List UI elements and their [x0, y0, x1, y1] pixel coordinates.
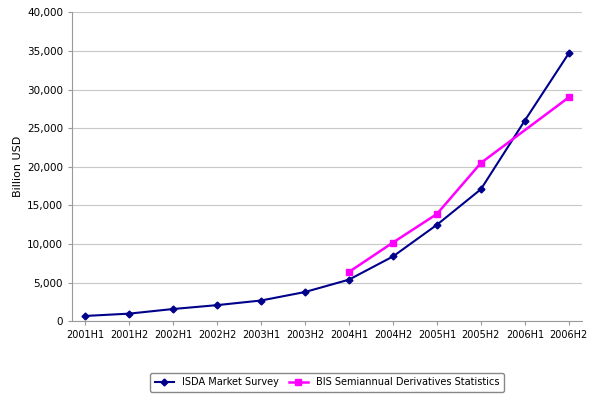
ISDA Market Survey	[301, 290, 308, 295]
ISDA Market Survey	[346, 277, 353, 282]
ISDA Market Survey	[214, 303, 221, 308]
ISDA Market Survey	[125, 311, 133, 316]
Line: BIS Semiannual Derivatives Statistics: BIS Semiannual Derivatives Statistics	[346, 94, 572, 275]
ISDA Market Survey	[521, 118, 529, 123]
ISDA Market Survey	[433, 222, 440, 227]
Legend: ISDA Market Survey, BIS Semiannual Derivatives Statistics: ISDA Market Survey, BIS Semiannual Deriv…	[150, 372, 504, 392]
BIS Semiannual Derivatives Statistics	[346, 269, 353, 274]
BIS Semiannual Derivatives Statistics	[477, 161, 484, 166]
ISDA Market Survey	[82, 314, 89, 318]
BIS Semiannual Derivatives Statistics	[565, 95, 572, 100]
ISDA Market Survey	[170, 307, 177, 311]
Y-axis label: Billion USD: Billion USD	[13, 136, 23, 197]
ISDA Market Survey	[257, 298, 265, 303]
BIS Semiannual Derivatives Statistics	[433, 211, 440, 216]
Line: ISDA Market Survey: ISDA Market Survey	[83, 51, 571, 318]
ISDA Market Survey	[565, 51, 572, 56]
BIS Semiannual Derivatives Statistics	[389, 240, 397, 245]
ISDA Market Survey	[389, 254, 397, 259]
ISDA Market Survey	[477, 187, 484, 192]
